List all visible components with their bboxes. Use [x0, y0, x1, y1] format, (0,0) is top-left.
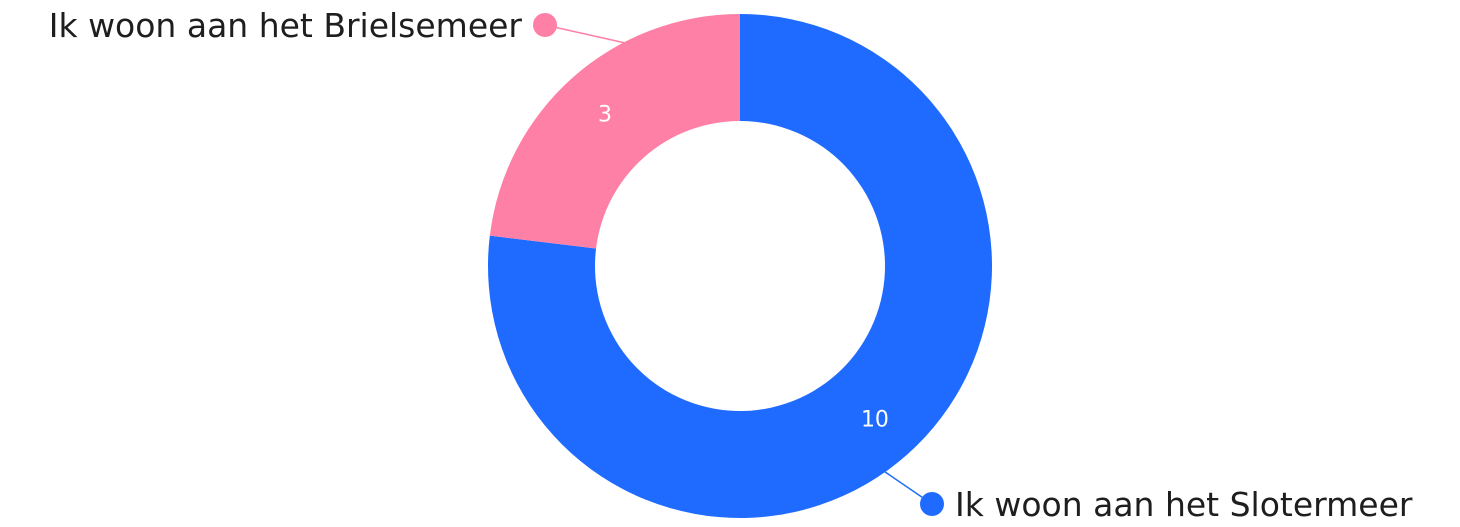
legend-dot-2: [533, 13, 557, 37]
slice-value-label-1: 10: [861, 407, 889, 432]
legend-label-2: Ik woon aan het Brielsemeer: [49, 6, 523, 45]
donut-slice-2: [489, 14, 740, 249]
donut-slice-1: [488, 14, 992, 518]
slice-value-label-2: 3: [598, 103, 612, 128]
leader-line-2: [544, 24, 627, 44]
legend-dot-1: [920, 492, 944, 516]
legend-label-1: Ik woon aan het Slotermeer: [955, 485, 1413, 524]
